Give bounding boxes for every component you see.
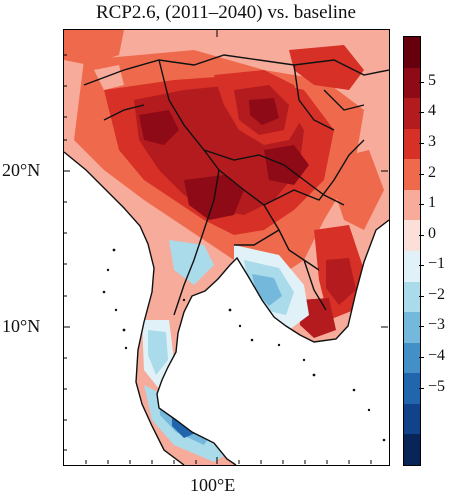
colorbar-segment bbox=[404, 403, 420, 435]
colorbar-label: −1 bbox=[428, 255, 446, 273]
colorbar-tick bbox=[419, 265, 424, 267]
colorbar-tick bbox=[419, 143, 424, 144]
colorbar-label: 0 bbox=[428, 224, 436, 242]
colorbar-tick bbox=[419, 295, 424, 297]
colorbar-label: 2 bbox=[428, 163, 436, 181]
colorbar-segment bbox=[404, 373, 420, 405]
colorbar-segment bbox=[404, 342, 420, 374]
colorbar-tick bbox=[419, 173, 424, 175]
colorbar-segment bbox=[404, 37, 420, 69]
colorbar-segment bbox=[404, 220, 420, 252]
lon-label-100e: 100°E bbox=[190, 475, 236, 495]
lat-label-20n: 20°N bbox=[2, 160, 41, 180]
colorbar-tick bbox=[419, 204, 424, 206]
colorbar-segment bbox=[404, 251, 420, 283]
colorbar-label: −2 bbox=[428, 285, 446, 303]
colorbar-label: 3 bbox=[428, 133, 436, 150]
colorbar-segment bbox=[404, 189, 420, 221]
colorbar-label: 1 bbox=[428, 194, 436, 212]
country-borders bbox=[64, 54, 389, 465]
colorbar-segment bbox=[404, 312, 420, 344]
colorbar-tick bbox=[419, 234, 424, 236]
colorbar-label: −3 bbox=[428, 316, 446, 334]
colorbar-label: 5 bbox=[428, 71, 436, 89]
colorbar-tick bbox=[419, 112, 424, 114]
lat-label-10n: 10°N bbox=[2, 316, 41, 336]
colorbar-segment bbox=[404, 434, 420, 465]
anomaly-map bbox=[64, 30, 389, 465]
colorbar-segment bbox=[404, 67, 420, 99]
colorbar bbox=[403, 36, 421, 466]
colorbar-tick bbox=[419, 81, 424, 83]
map-title: RCP2.6, (2011–2040) vs. baseline bbox=[95, 2, 356, 23]
colorbar-segment bbox=[404, 281, 420, 313]
colorbar-tick bbox=[419, 357, 424, 358]
colorbar-segment bbox=[404, 128, 420, 160]
colorbar-label: 4 bbox=[428, 102, 436, 120]
colorbar-segment bbox=[404, 98, 420, 130]
colorbar-tick bbox=[419, 326, 424, 328]
colorbar-tick bbox=[419, 387, 424, 389]
map-panel bbox=[63, 29, 390, 466]
colorbar-segment bbox=[404, 159, 420, 191]
island-dots bbox=[102, 248, 386, 442]
colorbar-label: −5 bbox=[428, 377, 446, 395]
colorbar-label: −4 bbox=[428, 347, 446, 364]
